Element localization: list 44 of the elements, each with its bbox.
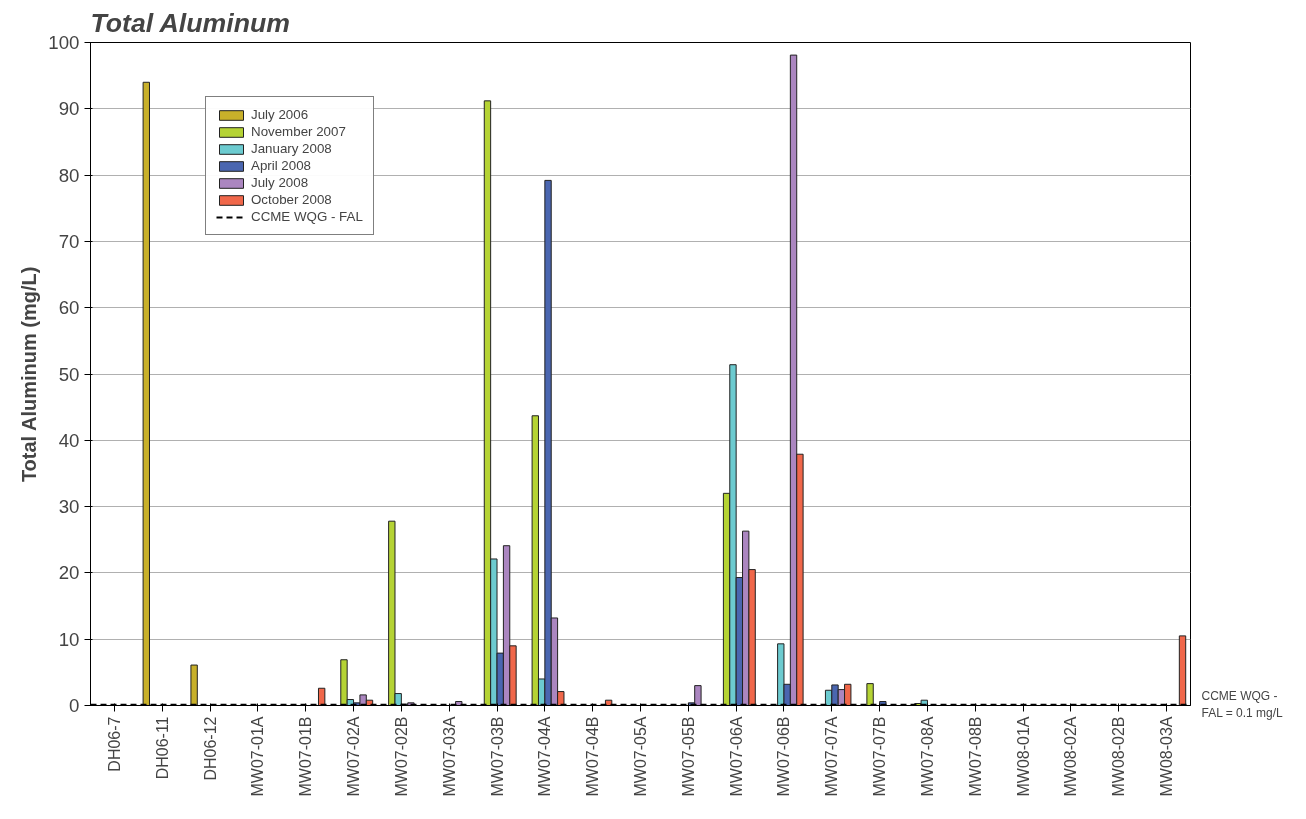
x-tick-label: MW07-01A	[249, 716, 267, 797]
y-tick-label: 60	[58, 297, 80, 319]
y-axis-title: Total Aluminum (mg/L)	[18, 266, 41, 483]
ref-line-label: CCME WQG - FAL = 0.1 mg/L	[1201, 689, 1284, 721]
chart-title: Total Aluminum	[90, 7, 290, 38]
y-tick-label: 100	[48, 32, 80, 53]
x-tick-label: MW07-05B	[679, 716, 697, 797]
x-tick-label: MW07-01B	[297, 716, 315, 797]
y-tick-label: 10	[58, 628, 80, 650]
annotation: CCME WQG - FAL	[251, 209, 363, 224]
x-tick-label: MW07-04B	[584, 716, 602, 797]
x-tick-label: MW07-06A	[727, 716, 745, 797]
x-tick-label: MW07-07B	[871, 716, 889, 797]
x-tick-label: MW07-04A	[536, 716, 554, 797]
x-tick-label: DH06-7	[105, 716, 123, 772]
legend-label: October 2008	[251, 192, 332, 207]
x-tick-label: MW07-03B	[488, 716, 506, 797]
x-tick-label: MW07-07A	[823, 716, 841, 797]
x-tick-label: MW08-02B	[1110, 716, 1128, 797]
x-tick-label: MW07-08A	[918, 716, 936, 797]
legend-label: July 2006	[251, 107, 309, 122]
legend-label: April 2008	[251, 158, 312, 173]
y-tick-label: 30	[58, 496, 80, 518]
y-tick-label: 50	[58, 363, 80, 385]
legend-label: January 2008	[251, 141, 332, 156]
x-tick-label: MW07-06B	[775, 716, 793, 797]
y-tick-label: 40	[58, 429, 80, 451]
x-tick-label: MW07-02B	[392, 716, 410, 797]
x-tick-label: MW08-03A	[1158, 716, 1176, 797]
y-tick-label: 0	[69, 695, 80, 716]
x-tick-label: MW07-08B	[966, 716, 984, 797]
x-tick-label: MW07-03A	[440, 716, 458, 797]
legend-label: November 2007	[251, 124, 346, 139]
y-tick-label: 80	[58, 164, 80, 186]
x-tick-label: DH06-11	[153, 716, 171, 780]
y-tick-label: 70	[58, 230, 80, 252]
x-tick-label: MW08-02A	[1062, 716, 1080, 797]
legend-label: July 2008	[251, 175, 309, 190]
x-tick-label: DH06-12	[201, 716, 219, 781]
y-tick-label: 90	[58, 98, 80, 120]
x-tick-label: MW08-01A	[1014, 716, 1032, 797]
x-tick-label: MW07-02A	[345, 716, 363, 797]
x-tick-label: MW07-05A	[632, 716, 649, 797]
y-tick-label: 20	[58, 562, 80, 584]
